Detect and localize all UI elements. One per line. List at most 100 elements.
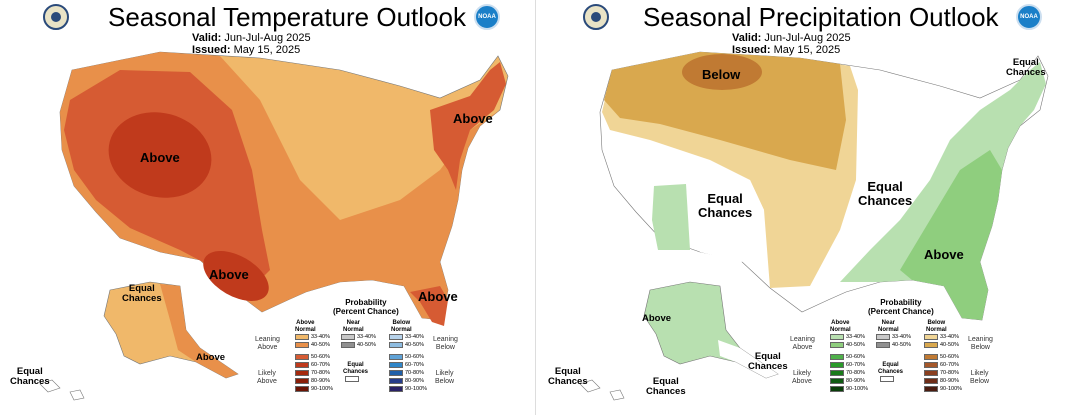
legend-below-level: 50-60%: [405, 354, 424, 360]
valid-value: Jun-Jul-Aug 2025: [764, 32, 851, 44]
legend-above-swatch: [295, 370, 309, 376]
temperature-issued: Issued: May 15, 2025: [192, 44, 300, 56]
temp-label-above-texas: Above: [209, 267, 249, 282]
legend-below-swatch: [389, 342, 403, 348]
issued-label: Issued:: [732, 44, 771, 56]
legend-near-level: 40-50%: [357, 342, 376, 348]
legend-below-level: 70-80%: [940, 370, 959, 376]
legend-title: Probability (Percent Chance): [333, 298, 399, 316]
legend-near-swatch: [876, 342, 890, 348]
precip-label-equal-hawaii: Equal Chances: [548, 366, 588, 387]
legend-equal-chances: Equal Chances: [343, 362, 369, 375]
legend-leaning-below: Leaning Below: [968, 336, 993, 351]
precip-alaska-white: [718, 340, 778, 378]
temp-label-equal-hawaii: Equal Chances: [10, 366, 50, 387]
precip-label-equal-southwest: Equal Chances: [698, 191, 753, 220]
legend-below-swatch: [924, 334, 938, 340]
legend-above-swatch: [295, 334, 309, 340]
legend-below-level: 80-90%: [940, 378, 959, 384]
legend-below-swatch: [924, 370, 938, 376]
issued-label: Issued:: [192, 44, 231, 56]
legend-above-swatch: [295, 342, 309, 348]
legend-above-level: 40-50%: [846, 342, 865, 348]
legend-near-swatch: [341, 342, 355, 348]
precip-hawaii: [579, 379, 625, 401]
legend-above-swatch: [830, 334, 844, 340]
legend-below-swatch: [389, 334, 403, 340]
legend-below-level: 50-60%: [940, 354, 959, 360]
legend-col-near: Near Normal: [878, 320, 899, 333]
temp-label-above-west: Above: [140, 150, 180, 165]
issued-value: May 15, 2025: [233, 44, 301, 56]
temperature-map: [39, 51, 509, 401]
precip-label-below-north: Below: [702, 67, 741, 82]
valid-label: Valid:: [732, 32, 762, 44]
noaa-logo-icon: NOAA: [1016, 4, 1042, 30]
precip-southwest-above-33-40: [652, 184, 690, 250]
precip-label-above-southeast: Above: [924, 247, 964, 262]
valid-value: Jun-Jul-Aug 2025: [224, 32, 311, 44]
precip-east-above-40-50: [900, 150, 1002, 320]
legend-below-level: 80-90%: [405, 378, 424, 384]
legend-above-level: 80-90%: [311, 378, 330, 384]
legend-above-level: 33-40%: [846, 334, 865, 340]
legend-col-below: Below Normal: [391, 320, 412, 333]
legend-below-level: 90-100%: [405, 386, 428, 392]
legend-above-swatch: [295, 354, 309, 360]
legend-likely-below: Likely Below: [970, 370, 990, 385]
temp-label-above-northeast: Above: [453, 111, 493, 126]
temp-hawaii: [39, 379, 85, 401]
legend-above-level: 60-70%: [846, 362, 865, 368]
temperature-title: Seasonal Temperature Outlook: [108, 2, 466, 32]
precip-east-above-33-40: [840, 62, 1046, 320]
legend-below-swatch: [389, 354, 403, 360]
legend-below-swatch: [924, 354, 938, 360]
precipitation-outlook-panel: Seasonal Precipitation Outlook NOAA Vali…: [540, 0, 1075, 415]
precip-legend: Probability (Percent Chance) Above Norma…: [790, 298, 1060, 412]
commerce-seal-icon: [43, 4, 69, 30]
precipitation-valid: Valid: Jun-Jul-Aug 2025: [732, 32, 851, 44]
legend-above-level: 60-70%: [311, 362, 330, 368]
legend-above-level: 33-40%: [311, 334, 330, 340]
legend-above-swatch: [830, 378, 844, 384]
legend-below-swatch: [924, 386, 938, 392]
legend-above-level: 70-80%: [311, 370, 330, 376]
legend-col-below: Below Normal: [926, 320, 947, 333]
precip-label-equal-alaska-south: Equal Chances: [646, 376, 686, 397]
legend-leaning-above: Leaning Above: [255, 336, 280, 351]
temp-label-equal-alaska: Equal Chances: [122, 283, 162, 304]
temp-label-above-florida: Above: [418, 289, 458, 304]
legend-above-level: 50-60%: [311, 354, 330, 360]
legend-above-level: 50-60%: [846, 354, 865, 360]
legend-likely-below: Likely Below: [435, 370, 455, 385]
legend-near-swatch: [876, 334, 890, 340]
legend-leaning-above: Leaning Above: [790, 336, 815, 351]
precip-label-equal-central: Equal Chances: [858, 179, 913, 208]
legend-below-swatch: [389, 370, 403, 376]
precipitation-issued: Issued: May 15, 2025: [732, 44, 840, 56]
legend-near-level: 33-40%: [357, 334, 376, 340]
temp-florida-50-60: [410, 286, 448, 326]
legend-above-level: 70-80%: [846, 370, 865, 376]
precip-label-equal-alaska: Equal Chances: [748, 351, 788, 372]
legend-above-level: 40-50%: [311, 342, 330, 348]
precip-central-white: [680, 170, 764, 262]
legend-equal-swatch: [345, 376, 359, 382]
legend-below-swatch: [924, 342, 938, 348]
temperature-valid: Valid: Jun-Jul-Aug 2025: [192, 32, 311, 44]
legend-below-swatch: [389, 362, 403, 368]
precip-label-above-alaska: Above: [642, 313, 672, 324]
legend-near-level: 40-50%: [892, 342, 911, 348]
legend-equal-chances: Equal Chances: [878, 362, 904, 375]
legend-below-level: 33-40%: [405, 334, 424, 340]
legend-leaning-below: Leaning Below: [433, 336, 458, 351]
legend-above-swatch: [295, 378, 309, 384]
legend-below-swatch: [924, 378, 938, 384]
legend-above-swatch: [830, 362, 844, 368]
temp-legend: Probability (Percent Chance) Above Norma…: [255, 298, 525, 412]
temp-label-above-alaska: Above: [196, 352, 226, 363]
legend-below-swatch: [389, 386, 403, 392]
temp-northeast-50-60: [430, 62, 506, 190]
legend-likely-above: Likely Above: [792, 370, 812, 385]
issued-value: May 15, 2025: [773, 44, 841, 56]
